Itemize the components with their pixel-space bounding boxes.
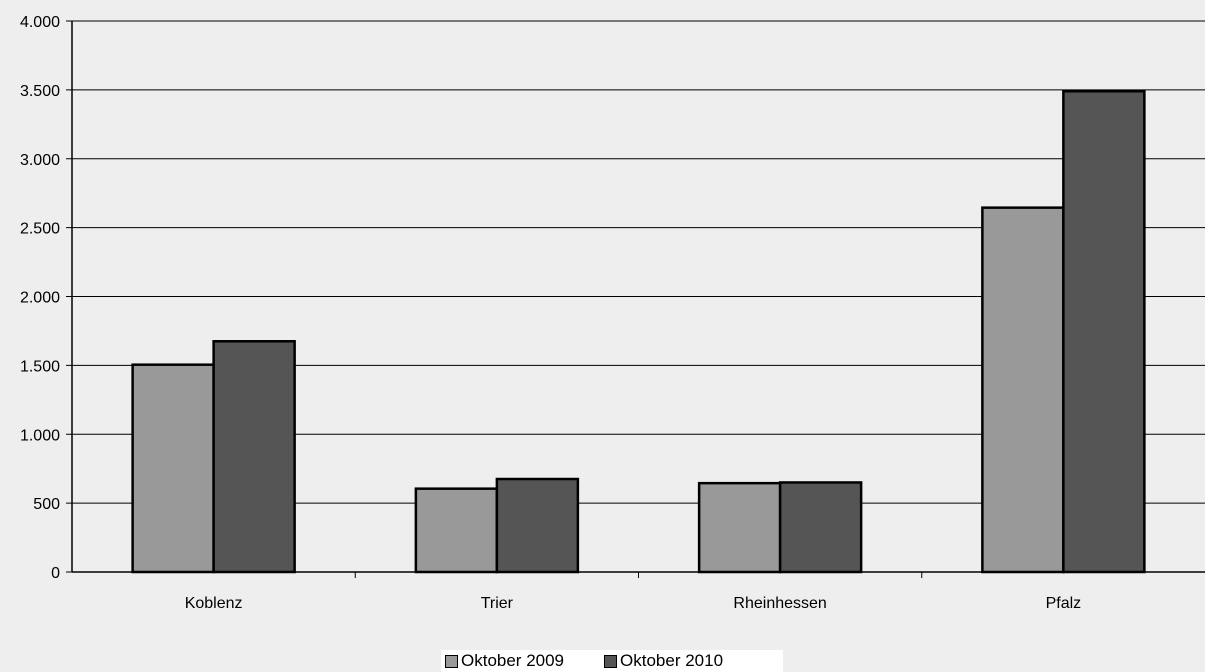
x-tick-label: Pfalz — [1046, 595, 1082, 612]
legend-swatch-series-1 — [445, 654, 458, 668]
bar-chart: 0 500 1.000 1.500 2.000 2.500 3.000 3.500 4.000 K… — [20, 14, 1205, 612]
y-tick-label: 1.500 — [20, 358, 60, 375]
y-tick-label: 4.000 — [20, 14, 60, 31]
legend-label-series-2: Oktober 2010 — [620, 651, 724, 670]
bar-2-koblenz — [212, 340, 296, 574]
bar-1-trier — [414, 487, 499, 574]
bar-1-pfalz — [981, 206, 1065, 574]
bar-2-rheinhessen — [778, 481, 863, 574]
bar-1-koblenz — [131, 363, 215, 574]
legend-swatch-series-2 — [604, 654, 618, 668]
y-tick-label: 500 — [33, 496, 60, 513]
bar-1-rheinhessen — [697, 481, 782, 574]
y-tick-label: 3.500 — [20, 83, 60, 100]
bar-2-trier — [495, 477, 580, 574]
legend-label-series-1: Oktober 2009 — [461, 651, 565, 670]
y-tick-label: 0 — [51, 565, 60, 582]
y-tick-label: 2.500 — [20, 221, 60, 238]
y-tick-label: 3.000 — [20, 152, 60, 169]
x-tick-label: Rheinhessen — [733, 595, 826, 612]
y-tick-label: 2.000 — [20, 290, 60, 307]
x-tick-label: Koblenz — [185, 595, 243, 612]
bar-2-pfalz — [1062, 90, 1146, 574]
y-tick-label: 1.000 — [20, 427, 60, 444]
legend-item-series-1: Oktober 2009 — [445, 651, 564, 671]
legend: Oktober 2009 Oktober 2010 — [441, 650, 783, 672]
legend-item-series-2: Oktober 2010 — [604, 651, 723, 671]
x-tick-label: Trier — [481, 595, 514, 612]
